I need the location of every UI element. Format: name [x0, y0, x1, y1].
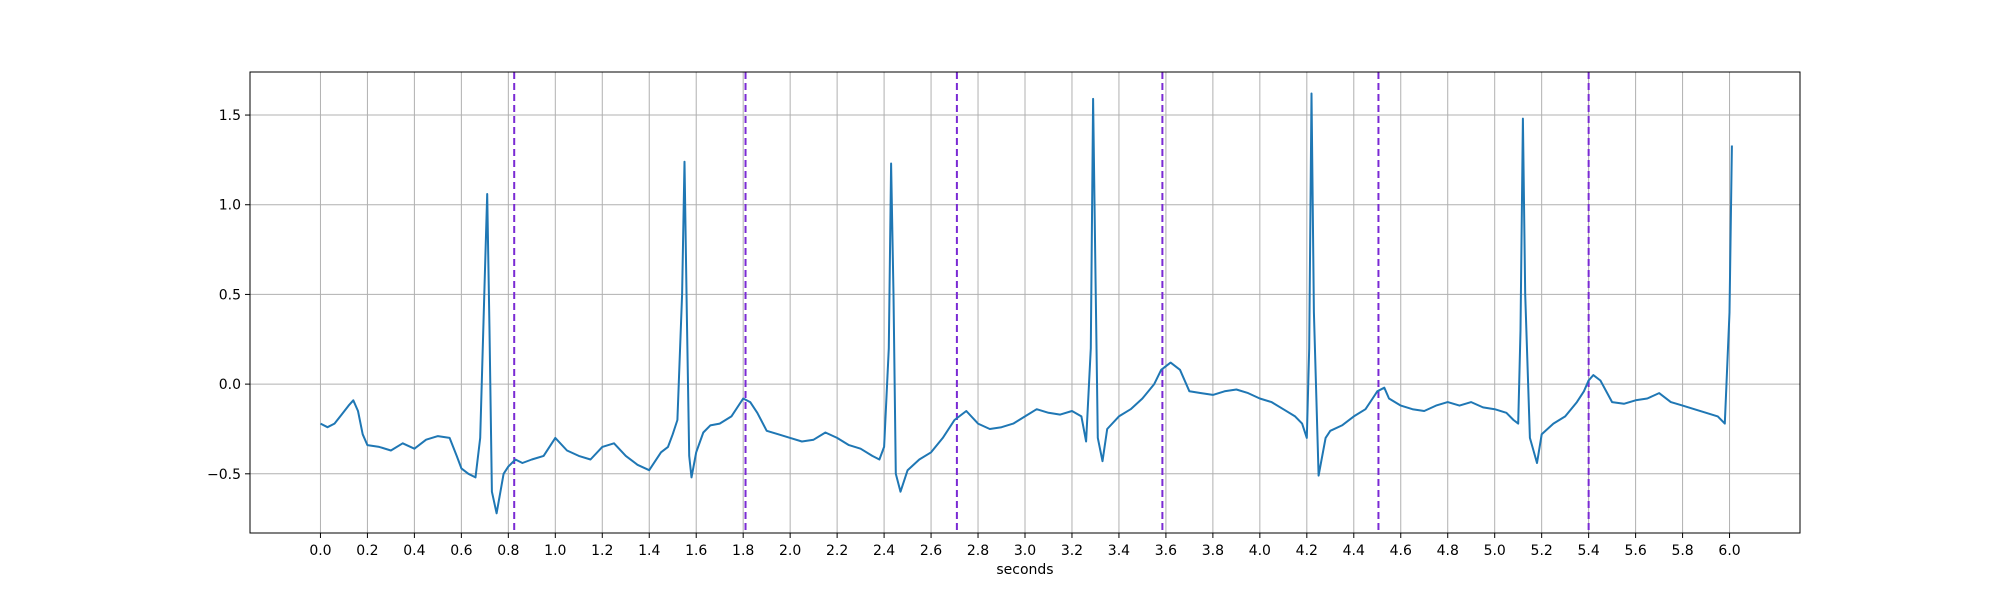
x-axis-title: seconds: [996, 562, 1053, 578]
x-tick-label: 4.0: [1249, 543, 1271, 559]
x-tick-label: 3.6: [1155, 543, 1177, 559]
x-tick-label: 1.8: [732, 543, 754, 559]
x-tick-label: 1.6: [685, 543, 707, 559]
x-tick-label: 3.2: [1061, 543, 1083, 559]
x-tick-label: 4.8: [1437, 543, 1459, 559]
x-tick-label: 3.4: [1108, 543, 1130, 559]
x-tick-label: 0.2: [356, 543, 378, 559]
x-tick-label: 1.4: [638, 543, 660, 559]
x-tick-label: 0.0: [309, 543, 331, 559]
y-axis: −0.5 0.0 0.5 1.0 1.5: [207, 108, 250, 483]
y-tick-label: 1.5: [219, 108, 241, 124]
y-tick-label: −0.5: [207, 467, 241, 483]
x-tick-label: 5.4: [1578, 543, 1600, 559]
x-tick-label: 5.8: [1671, 543, 1693, 559]
x-tick-label: 3.8: [1202, 543, 1224, 559]
x-tick-label: 1.0: [544, 543, 566, 559]
x-tick-label: 0.4: [403, 543, 425, 559]
x-tick-label: 0.6: [450, 543, 472, 559]
x-tick-label: 2.2: [826, 543, 848, 559]
x-tick-label: 1.2: [591, 543, 613, 559]
x-tick-label: 4.6: [1390, 543, 1412, 559]
x-tick-label: 3.0: [1014, 543, 1036, 559]
y-tick-label: 0.5: [219, 287, 241, 303]
x-tick-label: 5.6: [1624, 543, 1646, 559]
x-tick-label: 5.0: [1484, 543, 1506, 559]
ecg-signal-line: [320, 92, 1733, 515]
x-tick-label: 0.8: [497, 543, 519, 559]
x-tick-label: 2.4: [873, 543, 895, 559]
x-tick-label: 4.4: [1343, 543, 1365, 559]
x-tick-label: 5.2: [1531, 543, 1553, 559]
grid: [250, 72, 1800, 533]
x-tick-label: 6.0: [1718, 543, 1740, 559]
y-tick-label: 1.0: [219, 198, 241, 214]
series-layer: [320, 92, 1733, 515]
x-tick-label: 2.0: [779, 543, 801, 559]
y-tick-label: 0.0: [219, 377, 241, 393]
x-tick-label: 2.8: [967, 543, 989, 559]
x-tick-label: 2.6: [920, 543, 942, 559]
x-axis: 0.0 0.2 0.4 0.6 0.8 1.0 1.2 1.4 1.6 1.8 2.0 2.2 2.4 2…: [309, 533, 1741, 559]
x-tick-label: 4.2: [1296, 543, 1318, 559]
